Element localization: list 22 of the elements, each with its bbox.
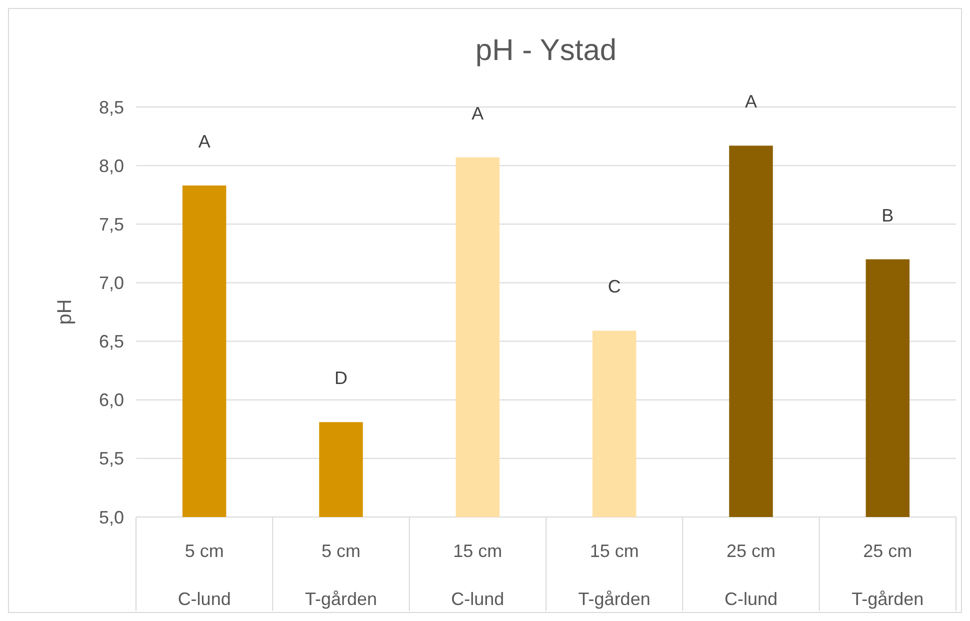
- category-label: 15 cm C-lund: [451, 541, 504, 609]
- y-tick-label: 5,5: [98, 448, 124, 469]
- data-label: D: [334, 368, 348, 388]
- data-label: B: [882, 205, 894, 226]
- chart-title: pH - Ystad: [475, 34, 617, 67]
- y-tick-label: 7,0: [98, 273, 124, 294]
- data-label: C: [608, 276, 621, 297]
- category-label: 5 cm C-lund: [178, 541, 231, 609]
- category-label: 15 cm T-gården: [578, 541, 650, 609]
- data-label: A: [198, 131, 210, 152]
- y-axis-title: pH: [54, 299, 76, 325]
- y-tick-label: 6,0: [98, 390, 124, 410]
- y-tick-label: 6,5: [98, 332, 124, 352]
- category-label: 5 cm T-gården: [304, 541, 378, 609]
- y-tick-label: 8,0: [98, 156, 124, 176]
- category-label: 25 cm C-lund: [724, 541, 778, 609]
- data-label: A: [744, 92, 758, 112]
- data-label: A: [472, 103, 484, 124]
- category-label: 25 cm T-gården: [852, 541, 924, 609]
- y-tick-label: 8,5: [98, 97, 124, 118]
- y-tick-label: 5,0: [98, 507, 124, 528]
- y-tick-label: 7,5: [98, 214, 124, 234]
